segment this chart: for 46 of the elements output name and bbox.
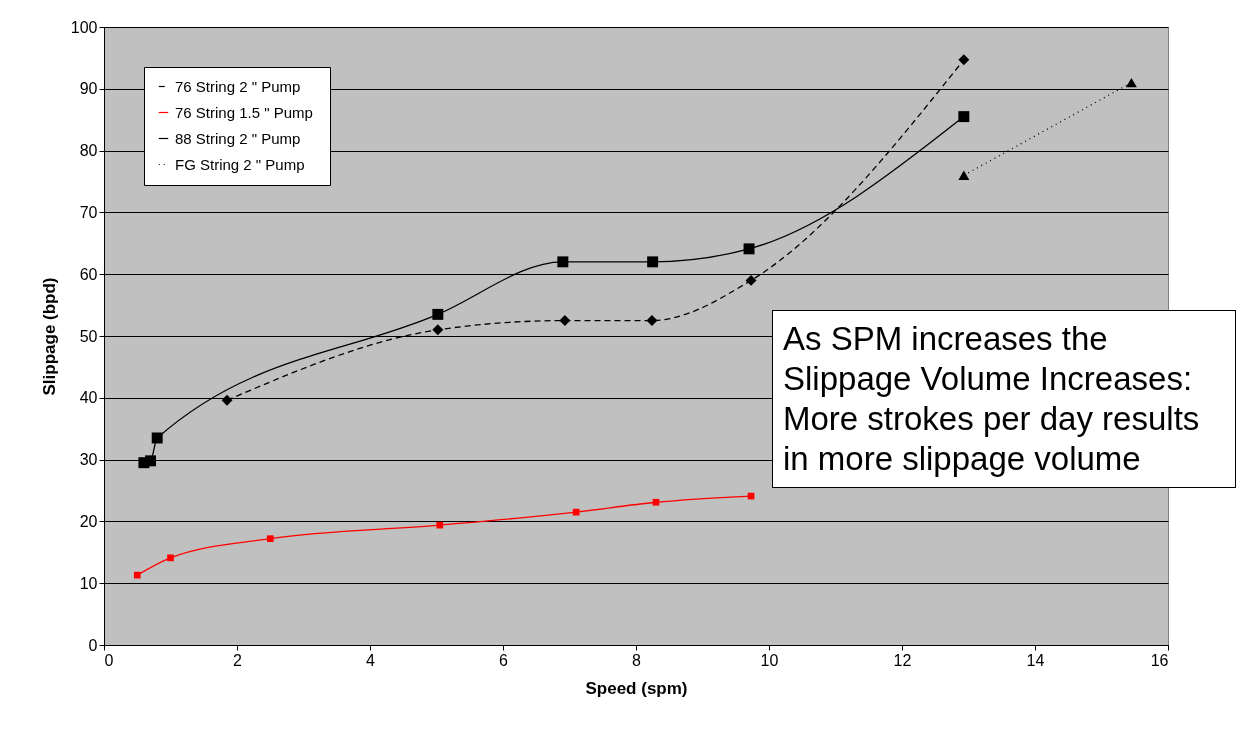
x-tick-label: 14 xyxy=(1026,651,1045,669)
x-tick-label: 2 xyxy=(233,651,243,669)
legend-label: 76 String 1.5 " Pump xyxy=(175,103,313,121)
point xyxy=(652,498,660,506)
point xyxy=(266,535,274,543)
y-tick-label: 100 xyxy=(70,18,98,36)
point xyxy=(572,508,580,516)
y-tick-label: 70 xyxy=(79,203,98,221)
y-tick-label: 50 xyxy=(79,327,98,345)
point xyxy=(647,256,659,268)
y-tick-label: 60 xyxy=(79,265,98,283)
point xyxy=(559,315,571,327)
point xyxy=(557,256,569,268)
point xyxy=(133,571,141,579)
legend-label: FG String 2 " Pump xyxy=(175,155,305,173)
point xyxy=(646,315,658,327)
y-tick-label: 40 xyxy=(79,389,98,407)
y-tick-label: 0 xyxy=(88,636,98,654)
x-tick-label: 12 xyxy=(893,651,912,669)
x-tick-label: 8 xyxy=(632,651,642,669)
y-tick-label: 80 xyxy=(79,142,98,160)
legend-label: 88 String 2 " Pump xyxy=(175,129,301,147)
point xyxy=(432,308,444,320)
point xyxy=(743,243,755,255)
point xyxy=(221,394,233,406)
legend-label: 76 String 2 " Pump xyxy=(175,77,301,95)
y-tick-label: 30 xyxy=(79,451,98,469)
point xyxy=(958,111,970,123)
annotation: As SPM increases the Slippage Volume Increases: More strokes per day results in more slippage volume xyxy=(772,310,1236,488)
point xyxy=(958,54,970,66)
x-axis-title: Speed (spm) xyxy=(585,678,688,698)
x-tick-label: 0 xyxy=(104,651,114,669)
y-tick-label: 90 xyxy=(79,80,98,98)
x-tick-label: 16 xyxy=(1150,651,1169,669)
y-tick-label: 20 xyxy=(79,512,98,530)
point xyxy=(432,324,444,336)
x-tick-label: 6 xyxy=(499,651,509,669)
point xyxy=(151,432,163,444)
point xyxy=(745,274,757,286)
point xyxy=(436,521,444,529)
y-axis-title: Slippage (bpd) xyxy=(39,277,59,396)
x-tick-label: 4 xyxy=(366,651,376,669)
y-tick-label: 10 xyxy=(79,574,98,592)
point xyxy=(167,554,174,562)
x-tick-label: 10 xyxy=(760,651,779,669)
point xyxy=(145,455,157,467)
